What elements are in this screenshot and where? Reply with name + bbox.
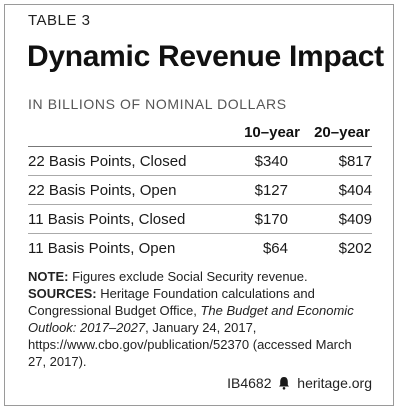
- sources-text-continued: , January 24, 2017, https://www.cbo.gov/…: [28, 320, 352, 369]
- table-frame: [4, 4, 394, 406]
- table-title: Dynamic Revenue Impact: [27, 40, 384, 73]
- table-row: 11 Basis Points, Closed $170 $409: [28, 205, 372, 234]
- row-value-10-year: $64: [262, 240, 288, 257]
- row-label: 11 Basis Points, Closed: [28, 211, 186, 228]
- table-row: 22 Basis Points, Open $127 $404: [28, 176, 372, 205]
- sources-publication-title: The Budget and Economic Outlook: 2017–20…: [28, 303, 354, 335]
- row-divider: [28, 204, 372, 205]
- row-value-20-year: $202: [338, 240, 372, 257]
- row-value-20-year: $404: [338, 182, 372, 199]
- table-row: 22 Basis Points, Closed $340 $817: [28, 147, 372, 176]
- note-label: NOTE:: [28, 269, 69, 284]
- table-row: 11 Basis Points, Open $64 $202: [28, 234, 372, 263]
- row-value-10-year: $170: [254, 211, 288, 228]
- row-value-10-year: $127: [254, 182, 288, 199]
- column-header-20-year: 20–year: [314, 124, 370, 141]
- row-value-20-year: $817: [338, 153, 372, 170]
- footer: IB4682 heritage.org: [227, 375, 372, 393]
- table-notes: NOTE: Figures exclude Social Security re…: [28, 268, 373, 370]
- row-divider: [28, 233, 372, 234]
- row-value-10-year: $340: [254, 153, 288, 170]
- table-label: TABLE 3: [28, 12, 91, 29]
- report-code: IB4682: [227, 375, 272, 391]
- sources-label: SOURCES:: [28, 286, 97, 301]
- bell-icon: [278, 376, 290, 393]
- header-divider: [28, 146, 372, 147]
- sources-text: Heritage Foundation calculations and Con…: [28, 286, 315, 318]
- table-subtitle: IN BILLIONS OF NOMINAL DOLLARS: [28, 96, 287, 112]
- row-label: 11 Basis Points, Open: [28, 240, 176, 257]
- row-label: 22 Basis Points, Open: [28, 182, 177, 199]
- note-text: Figures exclude Social Security revenue.: [68, 269, 308, 284]
- row-label: 22 Basis Points, Closed: [28, 153, 187, 170]
- row-divider: [28, 175, 372, 176]
- column-header-10-year: 10–year: [244, 124, 300, 141]
- site-link[interactable]: heritage.org: [297, 375, 372, 391]
- row-value-20-year: $409: [338, 211, 372, 228]
